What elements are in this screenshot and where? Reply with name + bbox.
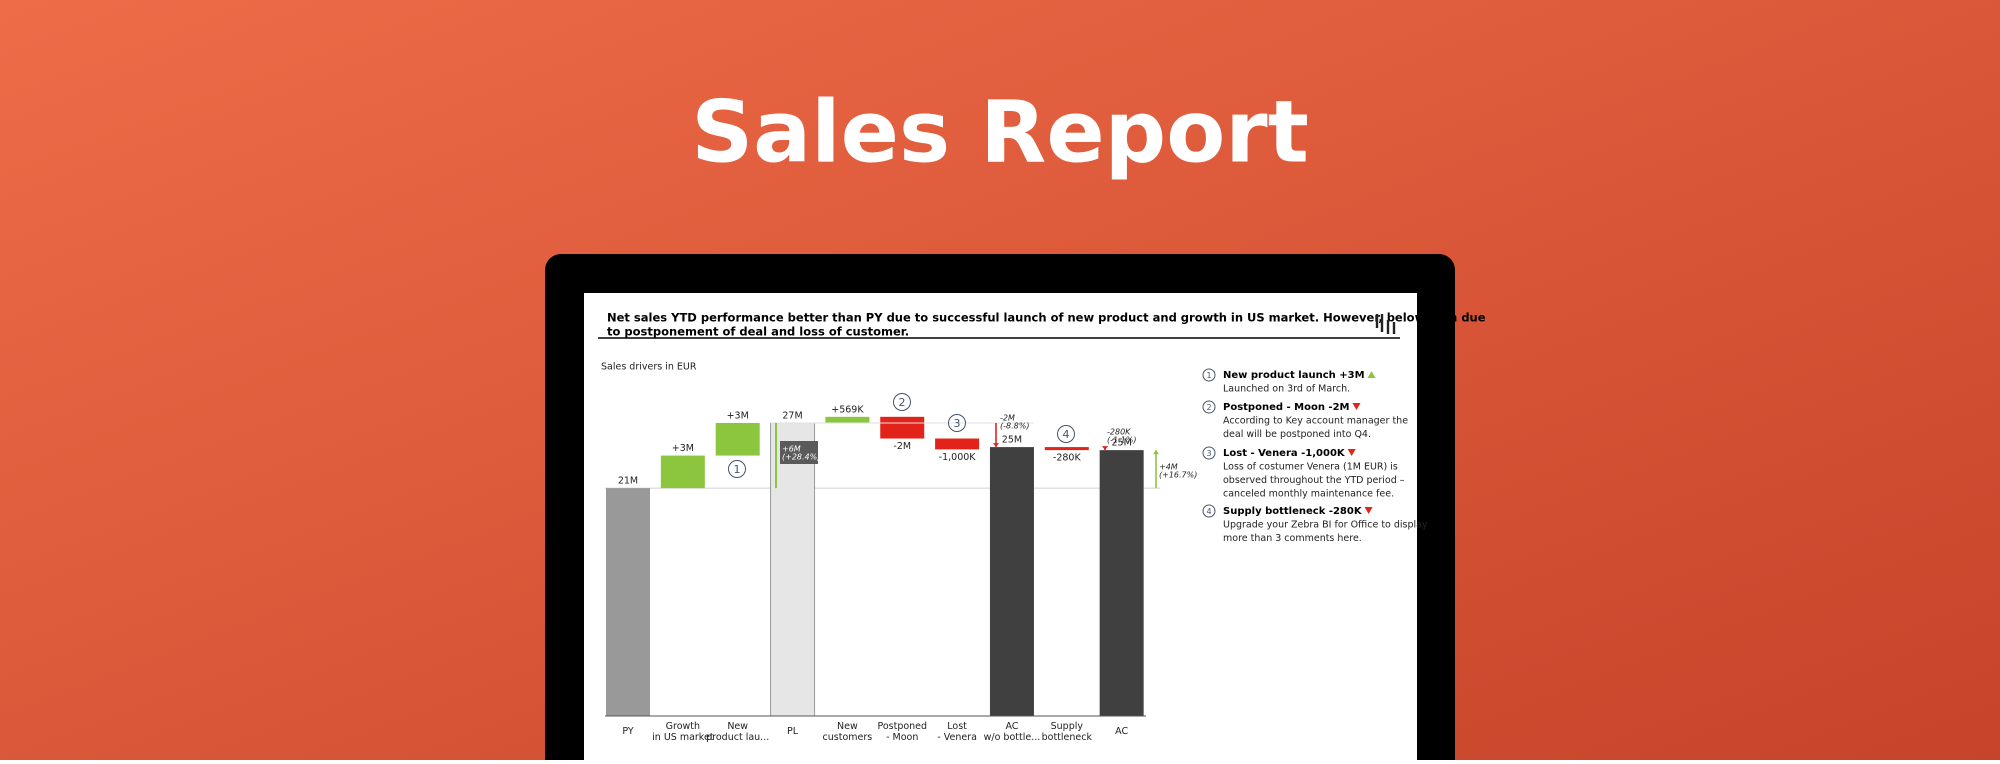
variance-label: (+28.4%) bbox=[782, 453, 820, 462]
comment-circle bbox=[1202, 504, 1216, 518]
value-label: +3M bbox=[672, 443, 694, 454]
comment-body: Upgrade your Zebra BI for Office to disp… bbox=[1223, 520, 1428, 531]
variance-arrow bbox=[1153, 450, 1159, 455]
variance-label: (-1.1%) bbox=[1107, 436, 1136, 445]
x-tick-label: PL bbox=[787, 726, 799, 737]
logo bbox=[1375, 314, 1396, 334]
bar bbox=[715, 423, 760, 456]
value-label: -2M bbox=[893, 441, 911, 452]
comment-indicator bbox=[1347, 449, 1356, 456]
comment-title: Supply bottleneck -280K bbox=[1223, 506, 1363, 517]
waterfall-chart: 21M PY +3M Growth in US market +3M New product … bbox=[605, 393, 1197, 743]
comment-circle bbox=[1202, 446, 1216, 460]
marker-circle bbox=[728, 460, 746, 478]
variance-label: (+16.7%) bbox=[1159, 471, 1197, 480]
bar bbox=[1099, 450, 1144, 716]
comment-number: 2 bbox=[1206, 403, 1211, 412]
x-tick-label: AC w/o bottle... bbox=[984, 721, 1041, 743]
marker-label: 4 bbox=[1063, 428, 1070, 441]
value-label: 27M bbox=[782, 411, 802, 422]
variance-label: -280K bbox=[1107, 428, 1131, 437]
value-label: 25M bbox=[1002, 435, 1022, 446]
x-tick-label: New customers bbox=[823, 721, 873, 743]
comment-circle bbox=[1202, 400, 1216, 414]
value-label: -280K bbox=[1053, 453, 1082, 464]
variance-label: +6M bbox=[782, 445, 801, 454]
bar bbox=[989, 447, 1034, 716]
bar bbox=[825, 416, 870, 423]
marker-label: 3 bbox=[954, 417, 961, 430]
comment-indicator bbox=[1352, 403, 1361, 410]
x-tick-label: PY bbox=[622, 726, 634, 737]
value-label: -1,000K bbox=[939, 452, 977, 463]
page-title: Sales Report bbox=[691, 82, 1309, 182]
comment-title: Postponed - Moon -2M bbox=[1223, 402, 1350, 413]
comments-panel: 1 New product launch +3M Launched on 3rd o… bbox=[1202, 368, 1428, 544]
variance-label: -2M bbox=[1000, 414, 1015, 423]
variance-arrow bbox=[993, 443, 999, 448]
value-label: 21M bbox=[618, 476, 638, 487]
comment-number: 4 bbox=[1206, 507, 1211, 516]
comment-number: 3 bbox=[1206, 449, 1211, 458]
comment-indicator bbox=[1367, 371, 1376, 378]
headline: Net sales YTD performance better than PY… bbox=[607, 311, 1486, 325]
marker-circle bbox=[1057, 425, 1075, 443]
bar bbox=[1044, 447, 1089, 451]
comment-number: 1 bbox=[1206, 371, 1211, 380]
value-label: +569K bbox=[831, 404, 864, 415]
comment-indicator bbox=[1364, 507, 1373, 514]
variance-box bbox=[780, 441, 818, 464]
variance-arrow bbox=[1102, 446, 1108, 451]
marker-circle bbox=[948, 414, 966, 432]
comment-body: canceled monthly maintenance fee. bbox=[1223, 489, 1394, 500]
marker-circle bbox=[893, 393, 911, 411]
comment-body: observed throughout the YTD period – bbox=[1223, 475, 1405, 486]
headline: to postponement of deal and loss of cust… bbox=[607, 325, 909, 339]
value-label: 25M bbox=[1112, 438, 1132, 449]
x-tick-label: AC bbox=[1115, 726, 1128, 737]
bar bbox=[660, 455, 705, 489]
x-tick-label: Supply bottleneck bbox=[1042, 721, 1093, 743]
x-tick-label: Postponed - Moon bbox=[877, 721, 927, 743]
comment-body: more than 3 comments here. bbox=[1223, 533, 1362, 544]
bar bbox=[606, 488, 650, 716]
marker-label: 1 bbox=[734, 463, 741, 476]
x-tick-label: New product lau... bbox=[706, 721, 769, 743]
comment-body: Loss of costumer Venera (1M EUR) is bbox=[1223, 462, 1398, 473]
bar bbox=[880, 416, 925, 439]
comment-body: Launched on 3rd of March. bbox=[1223, 384, 1350, 395]
marker-label: 2 bbox=[899, 396, 906, 409]
variance-label: (-8.8%) bbox=[1000, 422, 1029, 431]
x-tick-label: Growth in US market bbox=[652, 721, 714, 743]
comment-body: deal will be postponed into Q4. bbox=[1223, 429, 1371, 440]
variance-label: +4M bbox=[1159, 463, 1178, 472]
chart-subtitle: Sales drivers in EUR bbox=[601, 362, 697, 373]
value-label: +3M bbox=[727, 411, 749, 422]
bar bbox=[935, 438, 980, 450]
comment-title: Lost - Venera -1,000K bbox=[1223, 448, 1346, 459]
comment-title: New product launch +3M bbox=[1223, 370, 1365, 381]
comment-circle bbox=[1202, 368, 1216, 382]
bar bbox=[770, 422, 816, 717]
comment-body: According to Key account manager the bbox=[1223, 416, 1408, 427]
x-tick-label: Lost - Venera bbox=[937, 721, 977, 743]
